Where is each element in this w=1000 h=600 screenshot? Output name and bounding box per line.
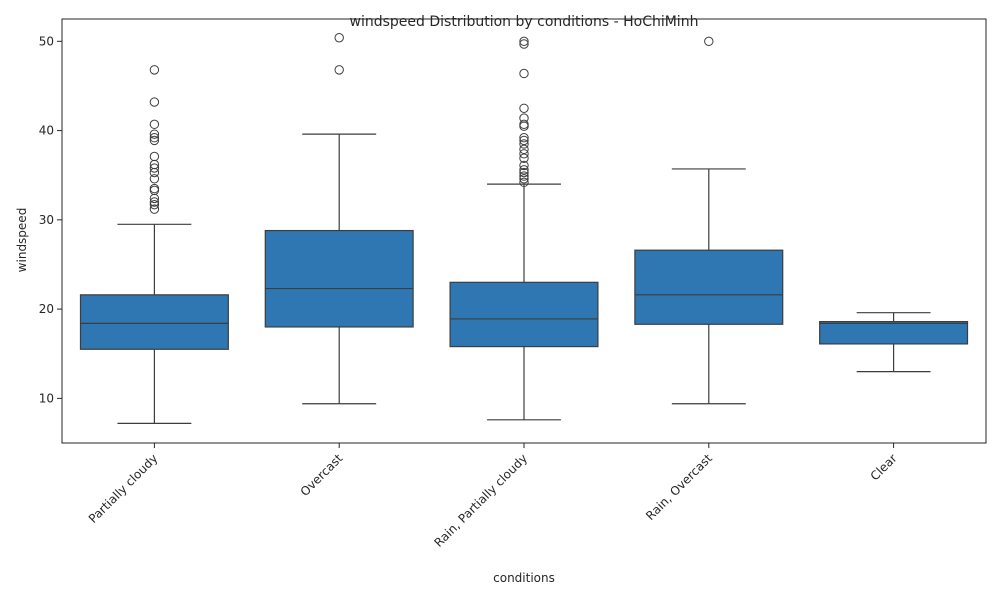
outlier-point xyxy=(149,135,160,146)
outlier-point xyxy=(149,129,160,139)
x-tick-label: Partially cloudy xyxy=(86,451,161,526)
x-tick-label: Rain, Overcast xyxy=(643,451,715,523)
outlier-point xyxy=(519,135,529,146)
y-tick-label: 50 xyxy=(39,34,54,48)
iqr-box xyxy=(634,249,784,325)
y-tick-label: 10 xyxy=(39,391,54,405)
outlier-point xyxy=(149,197,160,207)
outlier-point xyxy=(149,151,160,162)
outlier-point xyxy=(334,65,344,75)
outlier-point xyxy=(149,183,160,194)
outlier-point xyxy=(519,149,529,159)
outlier-point xyxy=(519,119,529,130)
y-axis-label: windspeed xyxy=(15,208,29,273)
iqr-box xyxy=(264,229,414,328)
outlier-point xyxy=(519,133,529,143)
box-group-1 xyxy=(264,33,414,405)
y-tick-label: 30 xyxy=(39,213,54,227)
outlier-point xyxy=(519,153,529,163)
outlier-point xyxy=(149,204,160,214)
outlier-point xyxy=(519,121,529,131)
x-axis: Partially cloudy Overcast Rain, Partially … xyxy=(86,443,900,550)
outlier-point xyxy=(149,163,160,173)
outlier-point xyxy=(519,139,529,149)
outlier-point xyxy=(149,119,160,130)
iqr-box xyxy=(819,321,969,345)
box-group-2 xyxy=(449,36,599,421)
outlier-point xyxy=(519,144,529,155)
outlier-point xyxy=(519,167,529,178)
x-tick-label: Rain, Partially cloudy xyxy=(431,451,530,550)
outlier-point xyxy=(149,133,160,143)
outlier-point xyxy=(519,68,529,79)
outlier-point xyxy=(519,160,529,171)
outlier-point xyxy=(704,36,714,47)
x-tick-label: Clear xyxy=(868,451,900,483)
outlier-point xyxy=(149,97,160,107)
box-group-3 xyxy=(634,36,784,405)
outlier-point xyxy=(149,65,160,75)
iqr-box xyxy=(449,281,599,348)
outlier-point xyxy=(519,39,529,49)
outlier-point xyxy=(519,165,529,175)
outlier-point xyxy=(519,171,529,181)
outlier-point xyxy=(334,33,344,43)
y-tick-label: 20 xyxy=(39,302,54,316)
x-tick-label: Overcast xyxy=(298,451,346,499)
x-axis-label: conditions xyxy=(493,571,555,585)
outlier-point xyxy=(149,199,160,210)
box-group-0 xyxy=(79,65,229,424)
iqr-box xyxy=(79,294,229,350)
y-axis: 10 20 30 40 50 xyxy=(39,34,62,405)
outlier-point xyxy=(149,174,160,184)
outlier-point xyxy=(519,36,529,47)
chart-title: windspeed Distribution by conditions - H… xyxy=(350,14,699,30)
y-tick-label: 40 xyxy=(39,124,54,138)
outlier-point xyxy=(519,103,529,113)
outlier-point xyxy=(519,113,529,123)
outlier-point xyxy=(149,185,160,196)
outlier-point xyxy=(519,177,529,188)
outlier-point xyxy=(519,174,529,184)
box-group-4 xyxy=(819,312,969,373)
plot-area xyxy=(79,33,969,424)
